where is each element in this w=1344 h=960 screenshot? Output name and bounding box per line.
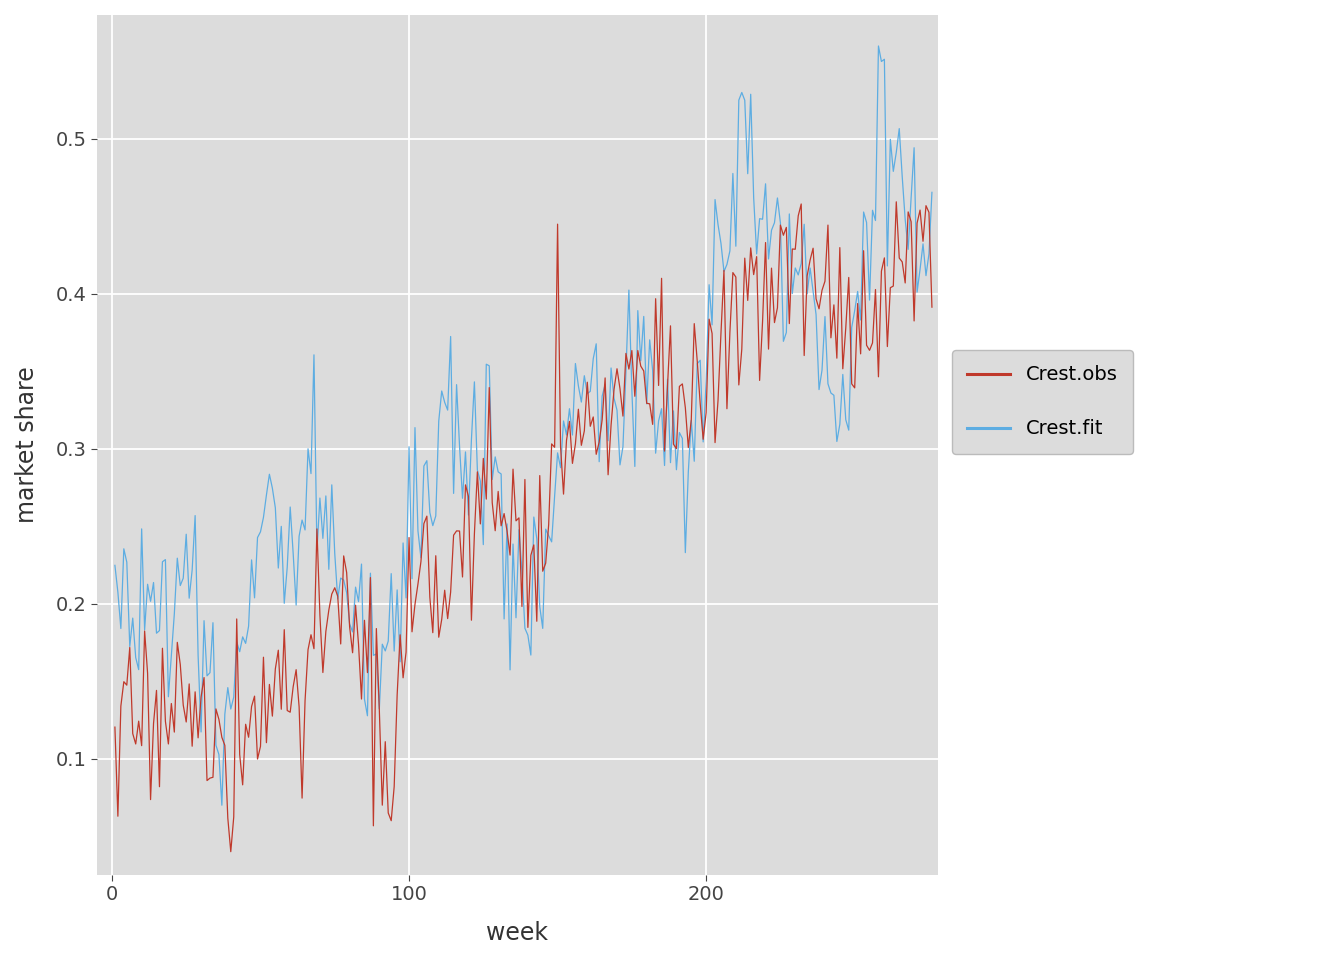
Crest.fit: [597, 379, 613, 391]
Crest.obs: [526, 540, 542, 551]
Crest.fit: [535, 623, 551, 635]
Crest.obs: [413, 556, 429, 567]
Crest.obs: [923, 301, 939, 313]
Crest.fit: [106, 560, 122, 571]
Crest.fit: [526, 512, 542, 523]
Crest.fit: [677, 547, 694, 559]
Crest.obs: [214, 732, 230, 743]
Line: Crest.obs: Crest.obs: [114, 202, 931, 852]
Crest.obs: [535, 565, 551, 577]
Crest.fit: [214, 800, 230, 811]
Crest.fit: [216, 708, 233, 720]
X-axis label: week: week: [487, 921, 548, 945]
Crest.obs: [888, 196, 905, 207]
Crest.obs: [677, 402, 694, 414]
Legend: Crest.obs, Crest.fit: Crest.obs, Crest.fit: [952, 349, 1133, 454]
Line: Crest.fit: Crest.fit: [114, 46, 931, 805]
Crest.fit: [413, 552, 429, 564]
Crest.obs: [106, 721, 122, 732]
Crest.fit: [923, 186, 939, 198]
Crest.obs: [597, 372, 613, 384]
Crest.fit: [871, 40, 887, 52]
Crest.obs: [223, 846, 239, 857]
Y-axis label: market share: market share: [15, 367, 39, 523]
